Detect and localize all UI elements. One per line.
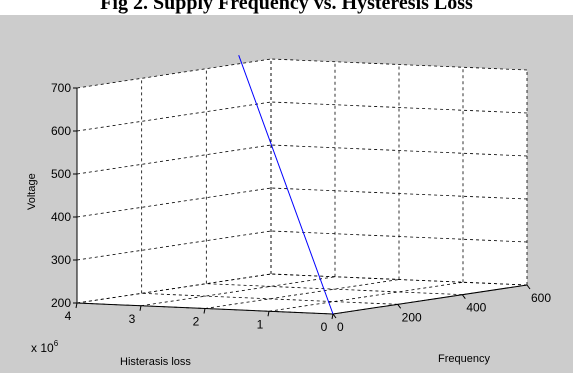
x-tick-mark	[461, 294, 466, 299]
x-tick-label: 600	[531, 291, 551, 305]
grid-line-side-z	[270, 144, 528, 157]
grid-line-floor-y	[140, 276, 336, 307]
figure-caption: Fig 2. Supply Frequency vs. Hysteresis L…	[0, 0, 573, 15]
x-tick-mark	[526, 284, 531, 290]
z-tick-label: 600	[51, 124, 71, 138]
x-tick-mark	[397, 304, 402, 309]
y-tick-mark	[267, 311, 270, 317]
y-tick-label: 0	[321, 320, 328, 334]
z-tick-label: 500	[51, 167, 71, 181]
grid-line-side-z	[270, 187, 528, 200]
grid-line-side-z	[270, 58, 528, 71]
z-tick-label: 700	[51, 81, 71, 95]
x-tick-mark	[332, 313, 337, 319]
grid-lines	[76, 58, 528, 315]
grid-line-back-z	[76, 273, 272, 304]
back-wall-pane	[77, 59, 271, 303]
axes-box	[73, 87, 531, 320]
x-axis-label: Frequency	[438, 353, 490, 365]
grid-line-floor-y	[268, 281, 464, 312]
grid-line-back-z	[76, 144, 272, 175]
x-tick-label: 0	[337, 320, 344, 334]
y-tick-mark	[203, 308, 206, 314]
grid-line-back-z	[76, 187, 272, 218]
z-tick-label: 300	[51, 253, 71, 267]
y-axis-label: Histerasis loss	[120, 356, 191, 368]
y-tick-mark	[331, 313, 334, 320]
grid-line-back-z	[76, 230, 272, 261]
y-multiplier-exponent: 6	[54, 339, 59, 348]
grid-line-side-z	[270, 101, 528, 114]
z-tick-label: 200	[51, 296, 71, 310]
grid-line-floor-y	[204, 279, 400, 309]
axis-labels: Frequency Histerasis loss Voltage x 106	[26, 173, 490, 368]
z-axis-label: Voltage	[26, 173, 38, 210]
grid-line-back-z	[76, 101, 272, 132]
axes-panes	[77, 59, 527, 314]
y-tick-label: 1	[257, 317, 264, 331]
series-group	[238, 55, 334, 315]
y-tick-label: 2	[193, 315, 200, 329]
y-tick-mark	[139, 305, 142, 311]
x-tick-label: 200	[402, 310, 422, 324]
x-tick-label: 400	[466, 301, 486, 315]
grid-line-floor-x	[206, 283, 463, 296]
grid-line-floor-x	[141, 292, 398, 305]
z-tick-label: 400	[51, 210, 71, 224]
grid-line-back-z	[76, 58, 272, 89]
y-tick-label: 4	[65, 309, 72, 323]
grid-line-side-z	[270, 230, 528, 243]
y-multiplier-base: x 10	[31, 341, 54, 355]
series-line	[238, 55, 334, 315]
y-tick-label: 3	[129, 312, 136, 326]
grid-line-side-z	[270, 273, 528, 286]
x-axis-line	[332, 284, 528, 315]
y-tick-mark	[75, 302, 78, 309]
y-axis-multiplier: x 106	[31, 339, 59, 355]
